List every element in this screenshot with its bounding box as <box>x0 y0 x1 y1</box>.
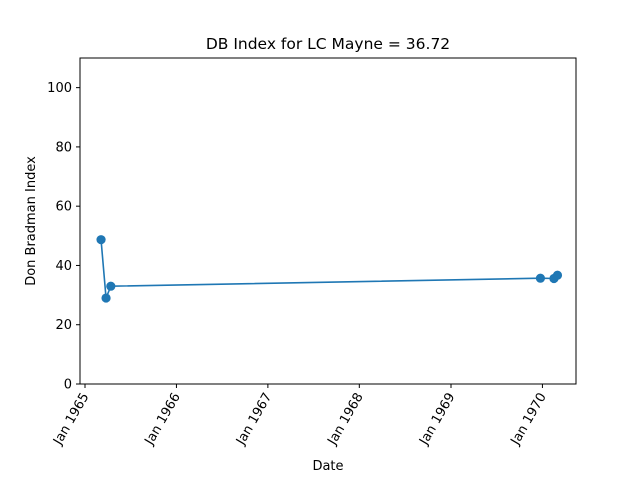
y-tick-label: 60 <box>55 200 72 215</box>
plot-frame <box>79 57 577 385</box>
y-axis-title: Don Bradman Index <box>24 156 39 286</box>
x-axis-title: Date <box>312 459 343 474</box>
y-tick-label: 40 <box>55 259 72 274</box>
data-point <box>96 235 106 245</box>
y-tick-label: 80 <box>55 140 72 155</box>
chart-title: DB Index for LC Mayne = 36.72 <box>206 35 450 53</box>
y-tick-label: 20 <box>55 318 72 333</box>
data-point <box>535 273 546 283</box>
data-point <box>101 293 111 303</box>
data-point <box>552 270 563 280</box>
y-tick-label: 0 <box>64 378 72 393</box>
data-point <box>106 281 116 291</box>
y-tick-label: 100 <box>47 81 72 96</box>
